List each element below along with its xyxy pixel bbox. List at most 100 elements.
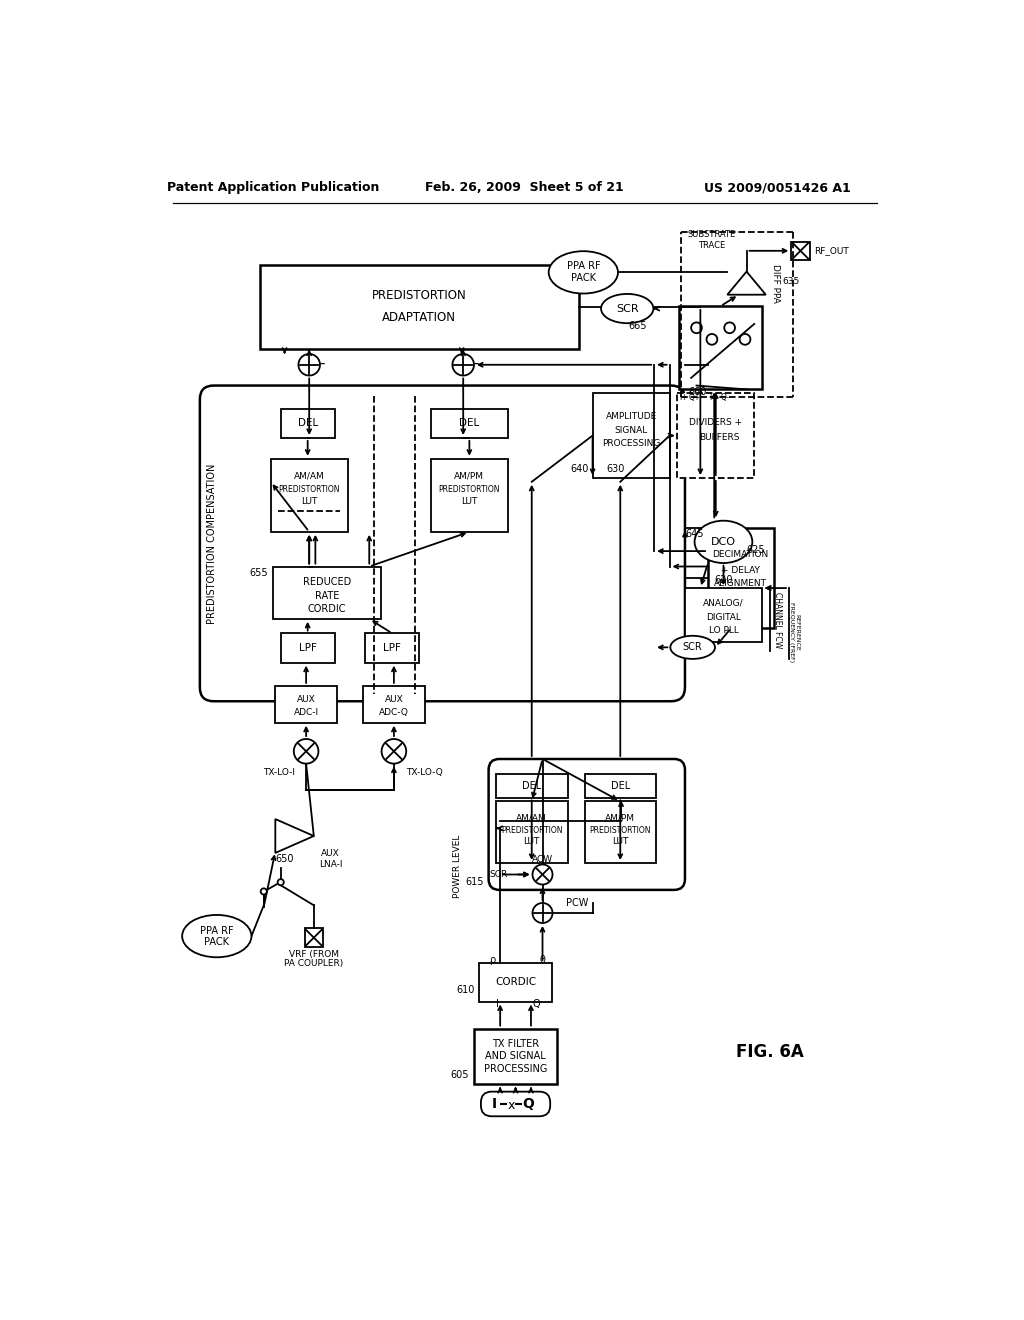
Text: LPF: LPF (299, 643, 316, 653)
Bar (281, 634, 335, 663)
Bar (366, 634, 419, 663)
Text: BUFFERS: BUFFERS (699, 433, 740, 442)
Text: SUBSTRATE
TRACE: SUBSTRATE TRACE (688, 230, 736, 249)
Text: ADC-I: ADC-I (294, 708, 318, 717)
Text: LUT: LUT (523, 837, 540, 846)
Bar (474, 1028, 557, 1084)
Text: 630: 630 (606, 463, 625, 474)
Text: PREDISTORTION: PREDISTORTION (372, 289, 467, 302)
Text: CHANNEL FCW: CHANNEL FCW (773, 593, 782, 648)
Text: CORDIC: CORDIC (307, 603, 346, 614)
Text: ANALOG/: ANALOG/ (703, 599, 743, 609)
Text: DIFF PPA: DIFF PPA (771, 264, 780, 302)
Text: PREDISTORTION: PREDISTORTION (590, 826, 651, 836)
Text: POWER LEVEL: POWER LEVEL (454, 836, 462, 899)
Text: AM/AM: AM/AM (516, 814, 547, 822)
Text: 620: 620 (714, 576, 733, 585)
Bar (585, 775, 656, 797)
Text: PPA RF: PPA RF (200, 925, 233, 936)
Text: REFERENCE
FREQUENCY (FREF): REFERENCE FREQUENCY (FREF) (788, 602, 800, 663)
Bar (281, 409, 335, 438)
Text: SCR: SCR (615, 304, 639, 314)
Text: DIVIDERS +: DIVIDERS + (689, 418, 742, 426)
Bar (431, 459, 508, 532)
Text: AUX
LNA-I: AUX LNA-I (319, 849, 342, 869)
Bar (431, 409, 508, 438)
Circle shape (382, 739, 407, 763)
Text: 635: 635 (782, 277, 799, 286)
Text: 625: 625 (746, 545, 765, 554)
Circle shape (298, 354, 319, 376)
Text: 640: 640 (570, 463, 589, 474)
Bar (364, 686, 425, 723)
Text: CORDIC: CORDIC (495, 977, 537, 987)
Bar (497, 801, 568, 863)
Text: PREDISTORTION COMPENSATION: PREDISTORTION COMPENSATION (207, 463, 217, 623)
Bar (585, 801, 656, 863)
Text: VRF (FROM: VRF (FROM (289, 950, 339, 960)
Text: DEL: DEL (298, 418, 317, 428)
Bar (304, 928, 323, 946)
Text: PREDISTORTION: PREDISTORTION (501, 826, 562, 836)
Text: TX-LO-I: TX-LO-I (263, 768, 295, 777)
Text: SIGNAL: SIGNAL (614, 426, 648, 434)
Text: SCR: SCR (683, 643, 702, 652)
Bar (708, 528, 773, 628)
Text: I+: I+ (679, 392, 688, 401)
Text: DCO: DCO (711, 537, 736, 546)
Text: 650: 650 (275, 854, 294, 865)
Ellipse shape (671, 636, 715, 659)
Text: RATE: RATE (314, 591, 339, 601)
Bar (685, 589, 762, 642)
Bar (275, 686, 337, 723)
Text: Q: Q (522, 1097, 534, 1111)
Text: AM/AM: AM/AM (294, 471, 325, 480)
Text: Q: Q (532, 999, 540, 1008)
Text: 605: 605 (451, 1069, 469, 1080)
Text: DEL: DEL (522, 781, 542, 791)
Text: -: - (319, 355, 325, 371)
Text: TX FILTER: TX FILTER (492, 1039, 539, 1049)
Polygon shape (727, 272, 766, 294)
Text: PCW: PCW (566, 898, 589, 908)
Text: DECIMATION: DECIMATION (713, 550, 769, 560)
Text: Feb. 26, 2009  Sheet 5 of 21: Feb. 26, 2009 Sheet 5 of 21 (425, 181, 625, 194)
Text: Q+: Q+ (689, 392, 701, 401)
Text: I: I (496, 999, 499, 1008)
Text: I-: I- (710, 392, 715, 401)
Text: 645: 645 (685, 529, 703, 539)
Text: PREDISTORTION: PREDISTORTION (438, 484, 500, 494)
Text: LUT: LUT (612, 837, 629, 846)
Text: DEL: DEL (610, 781, 630, 791)
Text: I: I (493, 1097, 498, 1111)
Text: REDUCED: REDUCED (303, 577, 351, 587)
Bar (260, 264, 580, 350)
Text: LPF: LPF (383, 643, 401, 653)
Text: -: - (473, 355, 479, 371)
Text: US 2009/0051426 A1: US 2009/0051426 A1 (703, 181, 851, 194)
Bar (677, 393, 755, 478)
Circle shape (532, 903, 553, 923)
Text: Patent Application Publication: Patent Application Publication (167, 181, 379, 194)
Text: 660: 660 (689, 387, 708, 397)
Text: PROCESSING: PROCESSING (602, 438, 660, 447)
Circle shape (453, 354, 474, 376)
Text: LO PLL: LO PLL (709, 626, 738, 635)
Text: AUX: AUX (385, 696, 403, 704)
Text: Q-: Q- (721, 392, 729, 401)
Bar (792, 242, 810, 260)
Bar (679, 306, 762, 389)
Circle shape (724, 322, 735, 333)
Circle shape (532, 865, 553, 884)
Text: LUT: LUT (301, 498, 317, 507)
Text: DEL: DEL (459, 418, 479, 428)
Text: PROCESSING: PROCESSING (484, 1064, 547, 1073)
Circle shape (739, 334, 751, 345)
Text: PA COUPLER): PA COUPLER) (285, 960, 343, 969)
Bar (593, 393, 670, 478)
Text: AMPLITUDE: AMPLITUDE (605, 412, 656, 421)
Bar (270, 459, 348, 532)
Text: TX-LO-Q: TX-LO-Q (407, 768, 443, 777)
Bar (273, 566, 381, 619)
Text: AUX: AUX (297, 696, 315, 704)
